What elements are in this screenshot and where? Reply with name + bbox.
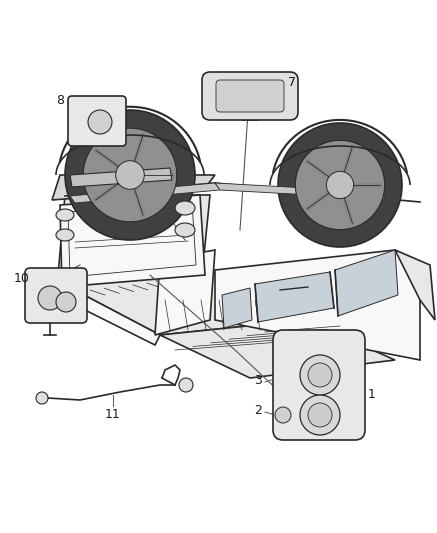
Circle shape — [300, 395, 340, 435]
Text: 10: 10 — [14, 271, 30, 285]
Polygon shape — [70, 183, 220, 203]
Polygon shape — [155, 250, 215, 335]
Circle shape — [308, 363, 332, 387]
Text: 11: 11 — [105, 408, 121, 422]
Circle shape — [38, 286, 62, 310]
Circle shape — [65, 110, 195, 240]
Circle shape — [300, 355, 340, 395]
Polygon shape — [70, 168, 172, 187]
Circle shape — [88, 110, 112, 134]
Circle shape — [36, 392, 48, 404]
Circle shape — [83, 128, 177, 222]
Text: 8: 8 — [56, 93, 64, 107]
Polygon shape — [255, 272, 334, 322]
FancyBboxPatch shape — [216, 80, 284, 112]
Circle shape — [56, 292, 76, 312]
FancyBboxPatch shape — [202, 72, 298, 120]
Text: 7: 7 — [288, 76, 296, 88]
Polygon shape — [215, 250, 420, 360]
Polygon shape — [160, 320, 395, 378]
Polygon shape — [395, 250, 435, 320]
Polygon shape — [55, 285, 160, 345]
Text: 2: 2 — [254, 403, 262, 416]
Circle shape — [116, 161, 144, 189]
Polygon shape — [335, 250, 398, 316]
Ellipse shape — [175, 201, 195, 215]
FancyBboxPatch shape — [273, 330, 365, 440]
Circle shape — [308, 403, 332, 427]
Text: 1: 1 — [368, 389, 376, 401]
Polygon shape — [55, 195, 210, 310]
Ellipse shape — [175, 223, 195, 237]
Circle shape — [278, 123, 402, 247]
Text: 3: 3 — [254, 374, 262, 386]
Polygon shape — [110, 207, 156, 225]
Ellipse shape — [56, 229, 74, 241]
FancyBboxPatch shape — [25, 268, 87, 323]
Polygon shape — [222, 288, 252, 328]
Circle shape — [275, 407, 291, 423]
Polygon shape — [215, 183, 385, 199]
Polygon shape — [65, 270, 305, 335]
Ellipse shape — [56, 209, 74, 221]
FancyBboxPatch shape — [68, 96, 126, 146]
Circle shape — [179, 378, 193, 392]
Polygon shape — [60, 195, 205, 287]
Polygon shape — [52, 175, 215, 200]
Circle shape — [295, 140, 385, 230]
Circle shape — [326, 172, 354, 199]
